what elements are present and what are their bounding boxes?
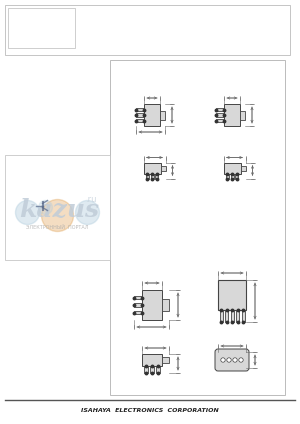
Text: .ru: .ru — [85, 195, 97, 204]
Bar — [236, 310, 239, 322]
Bar — [216, 113, 224, 117]
Circle shape — [16, 201, 40, 224]
Circle shape — [38, 201, 52, 215]
Circle shape — [41, 200, 74, 232]
Text: ЭЛЕКТРОННЫЙ  ПОРТАЛ: ЭЛЕКТРОННЫЙ ПОРТАЛ — [26, 225, 89, 230]
Bar — [230, 173, 233, 179]
Bar — [143, 162, 161, 173]
Circle shape — [227, 358, 231, 362]
Circle shape — [233, 358, 237, 362]
Bar — [134, 296, 142, 299]
Text: ISAHAYA  ELECTRONICS  CORPORATION: ISAHAYA ELECTRONICS CORPORATION — [81, 408, 219, 413]
Bar — [162, 299, 169, 311]
Bar — [142, 290, 162, 320]
Bar — [226, 173, 229, 179]
Bar — [220, 310, 223, 322]
Text: kazus: kazus — [20, 198, 100, 221]
Bar — [225, 310, 228, 322]
Bar — [155, 173, 158, 179]
Bar — [134, 303, 142, 307]
FancyBboxPatch shape — [215, 349, 249, 371]
Bar — [134, 311, 142, 314]
Bar — [240, 111, 245, 120]
Bar — [218, 280, 246, 310]
Bar — [150, 366, 154, 373]
Bar — [235, 173, 238, 179]
Bar — [142, 354, 162, 366]
Bar — [224, 162, 241, 173]
Bar — [136, 108, 144, 111]
Circle shape — [221, 358, 225, 362]
Bar — [136, 119, 144, 122]
Bar — [110, 60, 285, 395]
Bar — [241, 165, 245, 170]
Circle shape — [239, 358, 243, 362]
Bar — [8, 8, 75, 48]
Bar — [224, 104, 240, 126]
Bar — [156, 366, 160, 373]
Bar — [216, 119, 224, 122]
Bar — [5, 5, 290, 55]
Bar — [160, 111, 165, 120]
Bar — [5, 155, 110, 260]
Bar — [146, 173, 149, 179]
Circle shape — [76, 201, 100, 224]
Bar — [151, 173, 154, 179]
Bar — [160, 165, 166, 170]
Bar — [144, 366, 148, 373]
Bar — [144, 104, 160, 126]
Bar — [136, 113, 144, 117]
Bar — [216, 108, 224, 111]
Bar — [242, 310, 244, 322]
Bar — [230, 310, 233, 322]
Bar — [162, 357, 169, 363]
